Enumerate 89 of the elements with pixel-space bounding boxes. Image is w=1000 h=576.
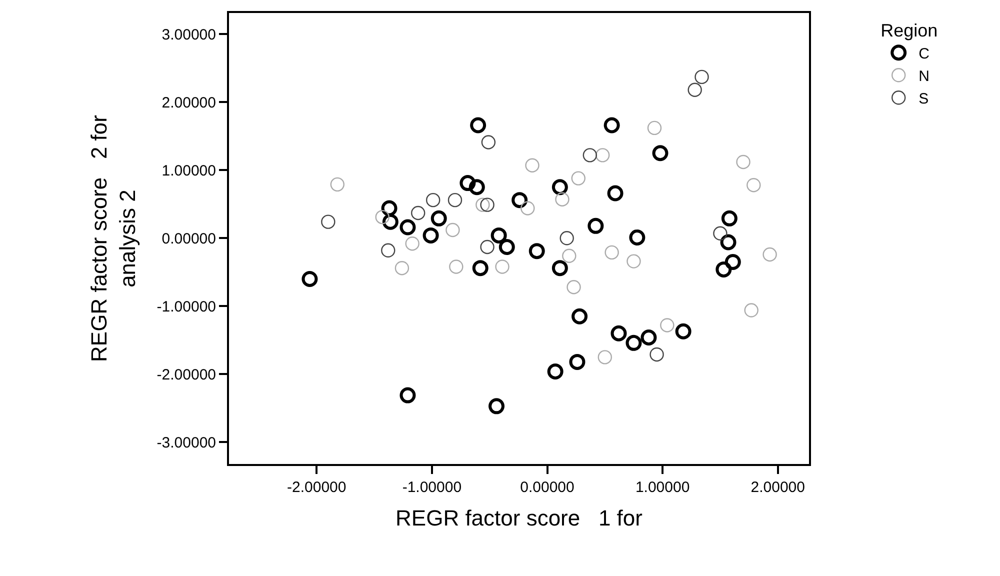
point [598,350,612,364]
point [562,248,576,263]
point [596,148,610,162]
point [472,260,488,276]
point [449,260,464,274]
legend-title: Region [880,20,938,40]
point [448,192,462,208]
point [498,239,515,255]
point [721,210,738,226]
point [400,387,416,404]
point [512,192,528,208]
y-tick-label: 3.00000 [162,26,216,44]
point [736,154,750,170]
point [476,198,490,212]
point [547,363,564,380]
point [604,117,620,134]
x-tick-label: 1.00000 [635,479,690,496]
point [528,243,545,260]
point [688,82,702,97]
point [480,198,494,212]
point [626,334,642,351]
y-tick-label: 1.00000 [162,162,216,180]
point [720,234,736,250]
point [382,214,398,230]
point [495,260,510,274]
y-tick-label: -1.00000 [156,298,216,316]
point [571,171,586,186]
x-tick-label: -1.00000 [402,479,462,496]
point [607,185,624,202]
point [381,200,398,216]
point [762,247,777,262]
y-axis-title: REGR factor score 2 for analysis 2 [86,115,140,362]
point [375,210,390,224]
y-tick-label: 2.00000 [162,94,216,112]
point [746,178,761,192]
point [488,398,505,414]
point [588,218,604,234]
point [694,70,709,84]
legend-label: N [918,68,930,85]
point [400,219,416,236]
point [481,135,496,150]
legend-label: C [918,46,930,62]
point [381,243,396,258]
point [468,179,485,196]
point [650,347,664,362]
point [572,308,588,324]
point [394,260,410,276]
point [582,148,598,162]
point [610,325,627,342]
point [566,280,581,294]
x-tick-label: 2.00000 [750,479,805,496]
y-tick-label: 0.00000 [162,230,216,248]
x-tick-label: 0.00000 [520,479,574,496]
point [675,323,692,340]
point [713,226,728,240]
point [555,192,570,206]
point [302,270,318,287]
point [560,231,574,246]
point [430,210,447,226]
point [569,354,586,370]
point [552,260,568,276]
point [626,254,641,268]
point [660,318,674,332]
point [411,206,426,220]
point [647,120,662,136]
point [490,227,507,244]
y-tick-label: -2.00000 [156,366,216,384]
point [405,236,420,251]
point [460,175,476,192]
point [724,254,741,270]
x-axis-title: REGR factor score 1 for [396,505,642,530]
point [470,117,486,134]
y-tick-label: -3.00000 [156,434,216,452]
point [480,240,494,254]
point [330,177,344,192]
point [525,158,540,172]
point [426,192,440,208]
x-tick-label: -2.00000 [287,479,346,496]
point [652,145,668,162]
point [716,261,732,278]
point [640,329,657,346]
point [604,245,619,260]
point [520,201,535,216]
point [629,229,646,246]
legend-label: S [918,90,929,108]
point [321,214,336,229]
point [422,227,439,244]
point [446,222,460,238]
point [744,303,758,318]
